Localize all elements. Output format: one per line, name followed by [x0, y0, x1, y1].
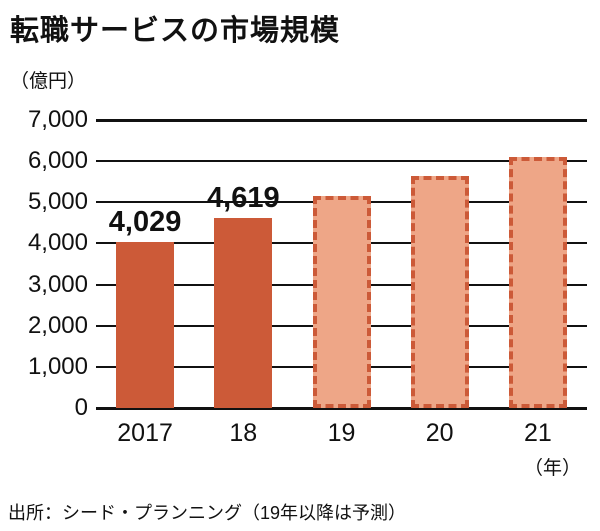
y-axis-unit-label: （億円） [10, 71, 87, 92]
x-tick-label-21: 21 [523, 419, 552, 447]
y-tick-label-7000: 7,000 [27, 106, 88, 133]
x-tick-label-20: 20 [425, 419, 454, 447]
gridline-7000 [96, 118, 587, 122]
y-tick-label-1000: 1,000 [27, 352, 88, 380]
x-axis-unit-label: （年） [523, 458, 581, 479]
x-axis: （年） 2017 18 19 20 21 [96, 413, 587, 488]
x-tick-label-19: 19 [327, 419, 356, 447]
y-tick-label-4000: 4,000 [27, 229, 88, 257]
bar-18 [214, 217, 273, 408]
bar-value-label-18: 4,619 [207, 181, 280, 214]
y-tick-label-2000: 2,000 [27, 311, 88, 339]
x-tick-label-2017: 2017 [117, 419, 173, 447]
source-note: 出所：シード・プランニング（19年以降は予測） [8, 503, 407, 523]
x-tick-label-18: 18 [229, 419, 258, 447]
y-tick-label-3000: 3,000 [27, 270, 88, 298]
y-tick-label-0: 0 [74, 394, 88, 421]
chart-title: 転職サービスの市場規模 [10, 15, 341, 47]
gridline-0 [96, 406, 587, 410]
y-tick-label-5000: 5,000 [27, 188, 88, 216]
bar-20 [410, 175, 469, 408]
bar-value-label-2017: 4,029 [108, 206, 182, 239]
bar-21 [508, 157, 567, 408]
bar-19 [312, 196, 371, 408]
y-axis: 0 1,000 2,000 3,000 4,000 5,000 6,000 7,000 [0, 106, 88, 421]
y-tick-label-6000: 6,000 [27, 147, 88, 175]
plot-area: 4,029 4,619 [96, 118, 587, 410]
bar-2017 [116, 242, 175, 408]
gridline-6000 [96, 160, 587, 163]
